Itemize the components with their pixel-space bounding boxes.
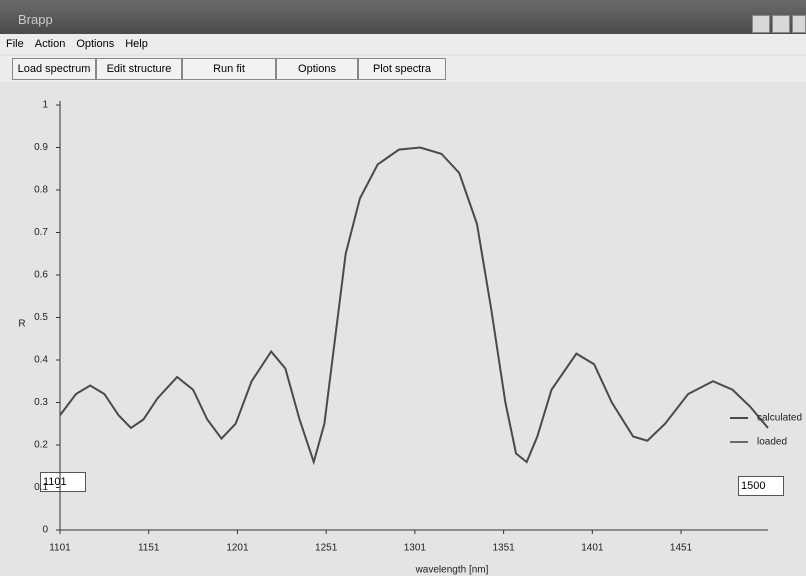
minimize-button[interactable] xyxy=(752,15,770,33)
y-tick-label: 0.6 xyxy=(34,270,48,281)
toolbar-button[interactable]: Edit structure xyxy=(96,58,182,80)
menu-item[interactable]: Action xyxy=(29,34,71,50)
menu-item[interactable]: Help xyxy=(119,34,153,50)
x-tick-label: 1301 xyxy=(404,543,427,554)
x-tick-label: 1201 xyxy=(226,543,249,554)
x-axis-label: wavelength [nm] xyxy=(415,565,489,576)
legend-label: loaded xyxy=(757,437,787,448)
x-tick-label: 1101 xyxy=(49,543,71,554)
x-tick-label: 1251 xyxy=(315,543,338,554)
x-tick-label: 1151 xyxy=(138,543,160,554)
title-bar: Brapp xyxy=(0,0,806,34)
toolbar-button[interactable]: Plot spectra xyxy=(358,58,446,80)
x-tick-label: 1451 xyxy=(670,543,693,554)
y-tick-label: 0.9 xyxy=(34,142,48,153)
x-tick-label: 1401 xyxy=(581,543,604,554)
window-title: Brapp xyxy=(18,12,53,27)
maximize-button[interactable] xyxy=(772,15,790,33)
app-window: Brapp FileActionOptionsHelp Load spectru… xyxy=(0,0,806,576)
toolbar-button[interactable]: Run fit xyxy=(182,58,276,80)
toolbar-button[interactable]: Options xyxy=(276,58,358,80)
chart: 0 0.1 0.2 0.3 0.4 0.5 0.6 0.7 0.8 0.9 1 1101 1151 120… xyxy=(0,84,806,576)
close-button[interactable] xyxy=(792,15,806,33)
y-tick-label: 0.1 xyxy=(34,482,48,493)
y-tick-label: 1 xyxy=(42,100,48,111)
y-tick-label: 0.7 xyxy=(34,227,48,238)
y-tick-label: 0.2 xyxy=(34,440,48,451)
x-tick-label: 1351 xyxy=(492,543,515,554)
y-tick-label: 0.4 xyxy=(34,355,48,366)
y-tick-label: 0 xyxy=(42,525,48,536)
data-line xyxy=(60,148,768,463)
y-tick-label: 0.8 xyxy=(34,185,48,196)
menu-item[interactable]: Options xyxy=(70,34,119,50)
y-tick-label: 0.5 xyxy=(34,312,48,323)
menu-item[interactable]: File xyxy=(0,34,29,50)
legend-label: calculated xyxy=(757,413,802,424)
toolbar-button[interactable]: Load spectrum xyxy=(12,58,96,80)
y-axis-label: R xyxy=(18,319,25,330)
y-tick-label: 0.3 xyxy=(34,397,48,408)
